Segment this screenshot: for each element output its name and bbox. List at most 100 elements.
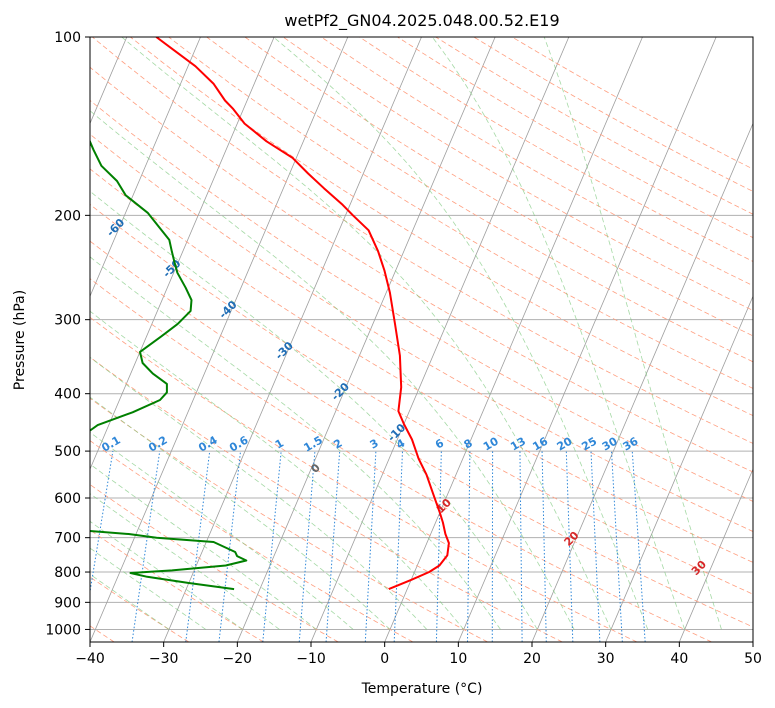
moist-adiabat-line: [90, 493, 280, 630]
mixing-ratio-line: [218, 451, 242, 642]
moist-adiabat-line: [431, 37, 686, 630]
isotherm-line: [457, 37, 717, 642]
mixing-ratio-line: [131, 451, 161, 642]
dry-adiabat-line: [92, 37, 753, 444]
isotherm-label: -70: [48, 175, 71, 198]
isotherm-label: -60: [104, 216, 127, 239]
moist-adiabat-line: [273, 37, 649, 630]
y-tick-label: 200: [54, 208, 81, 224]
dry-adiabat-line: [90, 240, 753, 628]
plot-frame: [89, 36, 754, 643]
mixing-ratio-line: [298, 451, 316, 642]
isotherm-line: [90, 37, 201, 298]
y-tick-label: 600: [54, 491, 81, 507]
x-tick-label: 0: [380, 651, 389, 667]
y-axis-label: Pressure (hPa): [12, 290, 28, 390]
y-axis: 100 200 300 400 500 600 700 800 900 1000: [45, 30, 90, 638]
x-tick-label: −40: [75, 651, 105, 667]
dry-adiabat-line: [90, 529, 264, 642]
isotherm-line: [90, 37, 275, 471]
isotherm-label: -30: [273, 339, 296, 362]
dry-adiabat-line: [435, 37, 753, 215]
dry-adiabat-line: [511, 37, 753, 170]
y-tick-label: 900: [54, 595, 81, 611]
dry-adiabat-line: [473, 37, 753, 192]
isotherm-line: [531, 122, 753, 642]
x-tick-label: 30: [597, 651, 615, 667]
dry-adiabat-line: [90, 133, 753, 532]
mixing-ratio-line: [364, 451, 377, 642]
mixing-ratio-line: [590, 451, 601, 642]
dry-adiabat-line: [90, 168, 753, 563]
dry-adiabat-line: [90, 397, 488, 642]
dewpoint-profile-line: [90, 139, 248, 591]
dry-adiabat-line: [244, 37, 753, 337]
isotherm-line: [90, 37, 349, 642]
moist-adiabat-line: [90, 310, 464, 630]
isotherm-line: [678, 468, 753, 642]
dry-adiabat-line: [206, 37, 753, 363]
isotherm-line: [752, 640, 753, 642]
mixing-ratio-line: [541, 451, 547, 642]
plot-area: 0.10.20.40.611.52346810131620253036-100-…: [0, 37, 753, 642]
dry-adiabat-line: [359, 37, 753, 262]
moist-adiabat-line: [90, 396, 391, 630]
mixing-ratio-label: 3: [368, 437, 381, 452]
moist-adiabat-line: [90, 573, 170, 630]
temperature-profile-line: [155, 37, 450, 591]
mixing-ratio-line: [393, 451, 403, 642]
dry-adiabat-label: 30: [689, 558, 709, 578]
mixing-ratio-line: [565, 451, 574, 642]
x-tick-label: −10: [296, 651, 326, 667]
moist-adiabat-line: [90, 256, 501, 630]
x-tick-label: −30: [149, 651, 179, 667]
isotherm-label: -20: [329, 380, 352, 403]
x-tick-label: 20: [523, 651, 541, 667]
dry-adiabat-line: [282, 37, 753, 311]
mixing-ratio-line: [519, 451, 523, 642]
moist-adiabat-line: [90, 110, 575, 630]
y-tick-label: 400: [54, 387, 81, 403]
moist-adiabat-line: [543, 37, 722, 630]
dry-adiabat-label: 0: [308, 461, 323, 476]
dry-adiabat-line: [90, 356, 563, 642]
y-tick-label: 300: [54, 313, 81, 329]
dry-adiabat-line: [168, 37, 753, 389]
y-tick-label: 800: [54, 565, 81, 581]
moist-adiabat-line: [90, 547, 207, 630]
moist-adiabat-line: [90, 356, 428, 630]
isotherm-line: [384, 37, 643, 642]
dry-adiabat-line: [90, 484, 339, 642]
moist-adiabat-line: [121, 37, 612, 630]
dry-adiabat-line: [90, 316, 638, 642]
isotherm-line: [605, 295, 753, 642]
x-axis: −40 −30 −20 −10 0 10 20 30 40 50: [75, 642, 762, 667]
mixing-ratio-line: [610, 451, 623, 642]
x-tick-label: 10: [449, 651, 467, 667]
dry-adiabat-line: [90, 66, 753, 473]
mixing-ratio-label: 6: [433, 436, 446, 451]
y-tick-label: 100: [54, 30, 81, 46]
mixing-ratio-line: [325, 451, 341, 642]
isotherm-line: [236, 37, 496, 642]
moist-adiabat-line: [90, 431, 354, 630]
isotherm-label: -40: [216, 298, 239, 321]
x-axis-label: Temperature (°C): [361, 681, 483, 697]
x-tick-label: −20: [223, 651, 253, 667]
isotherm-label: -80: [0, 134, 15, 157]
y-tick-label: 1000: [45, 622, 81, 638]
y-tick-label: 700: [54, 531, 81, 547]
dry-adiabat-line: [90, 440, 414, 642]
dry-adiabat-line: [90, 278, 712, 642]
dry-adiabat-line: [90, 99, 753, 502]
mixing-ratio-line: [467, 451, 471, 642]
mixing-ratio-line: [631, 451, 646, 642]
mixing-ratio-line: [185, 451, 211, 642]
y-tick-label: 500: [54, 444, 81, 460]
mixing-ratio-line: [435, 451, 442, 642]
chart-title: wetPf2_GN04.2025.048.00.52.E19: [284, 11, 559, 31]
moist-adiabat-line: [90, 190, 538, 630]
mixing-ratio-line: [90, 451, 114, 595]
mixing-ratio-label: 1: [273, 437, 286, 452]
